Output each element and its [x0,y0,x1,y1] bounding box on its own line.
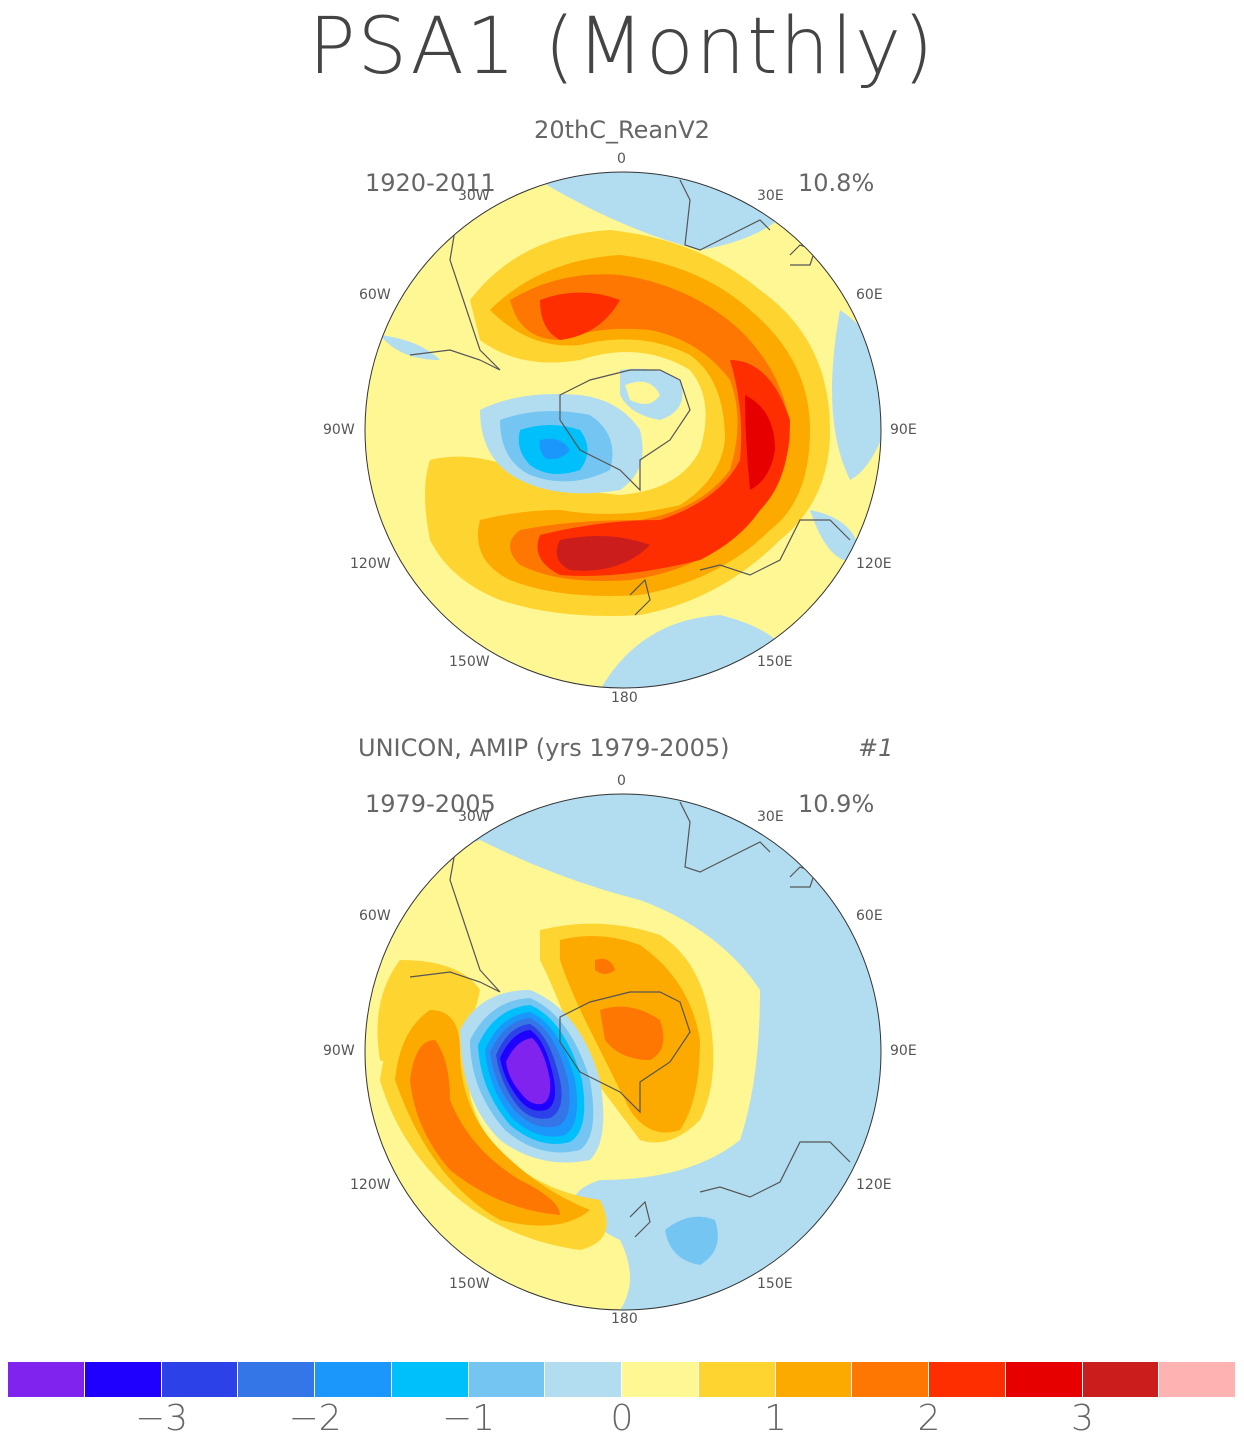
colorbar-tick-label: −3 [134,1398,189,1439]
p1-lon-30w: 30W [458,188,490,204]
colorbar-swatch [1159,1362,1236,1397]
p1-lon-0: 0 [617,151,626,167]
p2-lon-120e: 120E [856,1177,892,1193]
colorbar-swatch [84,1362,162,1397]
p2-lon-90e: 90E [890,1043,917,1059]
panel2-variance: 10.9% [798,790,875,818]
panel1-variance: 10.8% [798,169,875,197]
colorbar-swatch [161,1362,239,1397]
panel1-title: 20thC_ReanV2 [534,116,710,144]
p1-lon-60e: 60E [856,287,883,303]
p1-lon-150e: 150E [757,654,793,670]
colorbar-tick-label: 0 [610,1398,634,1439]
colorbar-swatch [391,1362,469,1397]
colorbar-swatch [775,1362,853,1397]
p1-lon-90e: 90E [890,422,917,438]
p1-lon-120e: 120E [856,556,892,572]
panel1-contours [365,172,881,688]
colorbar-swatch [315,1362,392,1397]
panel2-contours [365,794,881,1310]
p2-lon-60w: 60W [359,908,391,924]
colorbar-swatch [8,1362,85,1397]
p2-lon-150w: 150W [449,1276,490,1292]
colorbar-swatch [1082,1362,1160,1397]
p2-lon-120w: 120W [350,1177,391,1193]
p2-lon-60e: 60E [856,908,883,924]
p1-lon-180: 180 [611,690,638,706]
panel2-run: #1 [858,734,894,762]
colorbar-swatch [852,1362,929,1397]
p1-lon-60w: 60W [359,287,391,303]
colorbar-swatch [238,1362,315,1397]
panel2-period: 1979-2005 [365,790,496,818]
colorbar-swatch [929,1362,1006,1397]
p1-lon-90w: 90W [323,422,355,438]
colorbar-swatch [545,1362,622,1397]
p2-lon-0: 0 [617,773,626,789]
p1-lon-150w: 150W [449,654,490,670]
panel1-coastlines [409,179,851,616]
colorbar-swatch [468,1362,546,1397]
p1-lon-120w: 120W [350,556,391,572]
colorbar-swatch [1005,1362,1083,1397]
panel2-title: UNICON, AMIP (yrs 1979-2005) [358,734,730,762]
panel2-coastlines [409,801,851,1238]
colorbar-tick-label: −1 [441,1398,496,1439]
p2-lon-90w: 90W [323,1043,355,1059]
colorbar-tick-label: 3 [1071,1398,1094,1439]
colorbar-swatch [698,1362,776,1397]
panel1-period: 1920-2011 [365,169,496,197]
p2-lon-150e: 150E [757,1276,793,1292]
main-title: PSA1 (Monthly) [308,2,936,92]
colorbar-tick-label: 2 [917,1398,941,1439]
p2-lon-180: 180 [611,1311,638,1327]
colorbar-swatch [622,1362,699,1397]
colorbar [8,1362,1236,1397]
colorbar-tick-label: −2 [288,1398,342,1439]
p2-lon-30w: 30W [458,809,490,825]
p1-lon-30e: 30E [757,188,784,204]
p2-lon-30e: 30E [757,809,784,825]
colorbar-tick-label: 1 [764,1398,787,1439]
